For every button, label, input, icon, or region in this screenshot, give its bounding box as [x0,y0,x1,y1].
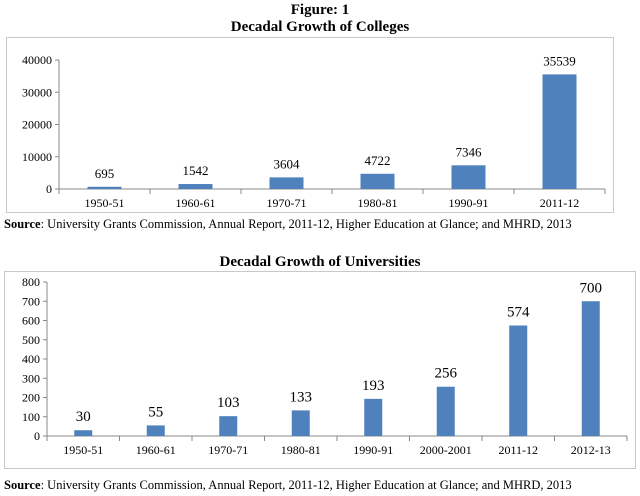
bar [87,186,122,189]
source-text: : University Grants Commission, Annual R… [40,217,572,231]
data-label: 574 [507,305,530,321]
bar [146,425,165,436]
data-label: 133 [290,389,313,405]
x-tick-label: 1970-71 [208,443,248,457]
bar [581,301,600,436]
x-tick-label: 1960-61 [136,443,176,457]
y-tick-label: 500 [22,333,40,347]
source-text: : University Grants Commission, Annual R… [40,478,572,492]
chart-source-note: Source: University Grants Commission, An… [4,478,572,493]
bar [436,386,455,436]
x-tick-label: 2011-12 [540,196,580,210]
data-label: 700 [580,280,603,296]
x-tick-label: 1990-91 [353,443,393,457]
data-label: 55 [148,404,163,420]
bar [269,177,304,189]
x-tick-label: 2012-13 [571,443,611,457]
data-label: 35539 [543,53,576,68]
bar [364,398,383,436]
universities-chart: 0 100 200 300 400 500 600 700 800 30 1950-51 55 1960… [4,271,636,469]
bar [509,325,528,436]
y-tick-label: 200 [22,391,40,405]
y-tick-label: 800 [22,275,40,289]
data-label: 695 [95,166,115,181]
chart-title: Decadal Growth of Universities [219,254,421,270]
colleges-chart-plot: 0 10000 20000 30000 40000 695 1950-51 1542 1960-… [22,53,606,210]
bar [291,410,310,436]
source-label: Source [4,478,41,492]
universities-chart-plot: 0 100 200 300 400 500 600 700 800 30 1950-51 55 1960… [22,275,628,457]
y-tick-label: 40000 [22,53,52,67]
bar [360,173,395,189]
y-tick-label: 0 [46,182,52,196]
x-tick-label: 1980-81 [281,443,321,457]
x-tick-label: 2011-12 [498,443,538,457]
y-tick-label: 300 [22,371,40,385]
data-label: 1542 [183,163,209,178]
y-tick-label: 30000 [22,85,52,99]
x-tick-label: 1970-71 [267,196,307,210]
source-label: Source [4,217,41,231]
bar [178,184,213,189]
bar [451,165,486,189]
x-tick-label: 1950-51 [85,196,125,210]
y-tick-label: 700 [22,294,40,308]
bar [219,416,238,436]
data-label: 4722 [365,153,391,168]
data-label: 256 [435,366,458,382]
data-label: 7346 [456,144,483,159]
chart-title: Decadal Growth of Colleges [230,19,410,35]
data-label: 103 [217,395,240,411]
y-tick-label: 10000 [22,150,52,164]
x-tick-label: 1960-61 [176,196,216,210]
y-tick-label: 100 [22,410,40,424]
y-tick-label: 400 [22,352,40,366]
y-tick-label: 20000 [22,118,52,132]
x-tick-label: 2000-2001 [420,443,472,457]
chart-source-note: Source: University Grants Commission, An… [4,217,572,232]
y-tick-label: 0 [34,429,40,443]
data-label: 193 [362,378,385,394]
x-tick-label: 1950-51 [63,443,103,457]
data-label: 30 [76,409,91,425]
bar [542,74,577,189]
y-tick-label: 600 [22,314,40,328]
x-tick-label: 1990-91 [449,196,489,210]
figure-number: Figure: 1 [290,2,350,18]
colleges-chart: 0 10000 20000 30000 40000 695 1950-51 1542 1960-… [6,37,614,213]
data-label: 3604 [274,156,301,171]
bar [74,430,93,436]
x-tick-label: 1980-81 [358,196,398,210]
